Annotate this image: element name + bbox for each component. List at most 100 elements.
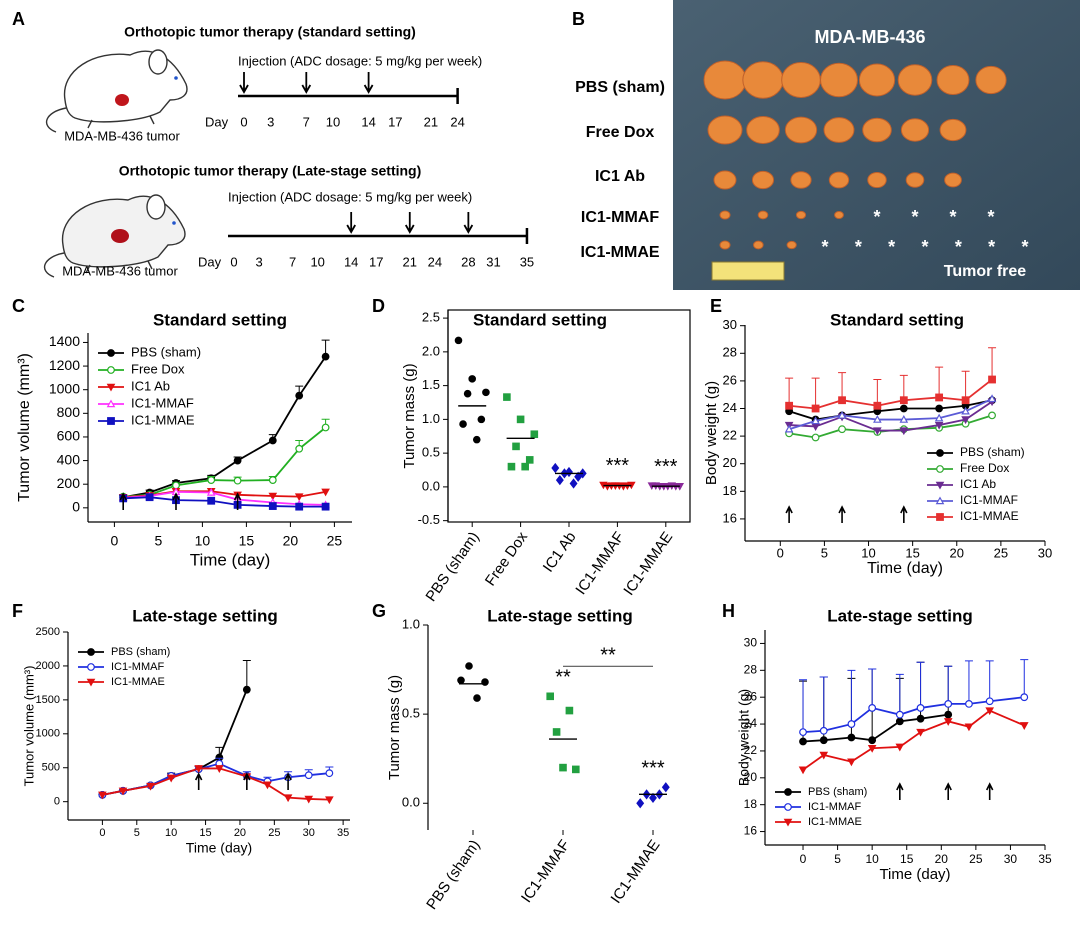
y-tick-label: 2.0 — [422, 343, 440, 358]
injection-arrow — [239, 72, 249, 94]
legend-label: IC1-MMAE — [960, 509, 1019, 523]
injection-note: Injection (ADC dosage: 5 mg/kg per week) — [228, 189, 472, 204]
y-axis-label: Tumor mass (g) — [401, 363, 418, 468]
data-point — [546, 692, 555, 701]
data-point — [525, 456, 534, 464]
data-point — [899, 415, 909, 423]
x-tick-label: 25 — [969, 852, 983, 866]
legend-label: IC1-MMAE — [111, 676, 165, 688]
y-tick-label: 24 — [723, 400, 737, 415]
data-point — [214, 765, 224, 773]
x-tick-label: 0 — [800, 852, 807, 866]
data-point — [463, 389, 472, 398]
x-tick-label: 10 — [195, 533, 211, 549]
data-point — [935, 404, 944, 413]
error-bar — [935, 366, 944, 398]
injection-arrow — [944, 782, 952, 800]
data-point — [98, 791, 107, 800]
x-axis-label: Time (day) — [186, 840, 252, 856]
y-axis-label: Tumor volume (mm³) — [21, 666, 36, 787]
data-point — [325, 796, 334, 805]
panel-label: D — [372, 296, 385, 316]
data-point — [811, 423, 820, 431]
timeline-tick-label: 0 — [240, 114, 247, 129]
tumor — [757, 210, 769, 220]
data-point — [166, 774, 176, 783]
series-line — [102, 767, 330, 801]
data-point — [321, 488, 330, 497]
y-tick-label: 1200 — [49, 357, 80, 373]
series-line — [123, 490, 326, 506]
legend-label: PBS (sham) — [960, 445, 1025, 459]
legend-label: IC1-MMAE — [808, 816, 862, 828]
data-point — [838, 396, 846, 405]
y-tick-label: 500 — [42, 762, 60, 774]
significance: ** — [555, 667, 571, 689]
y-axis-label: Tumor volume (mm³) — [16, 353, 33, 502]
x-tick-label: 0 — [777, 545, 784, 560]
panel-label: C — [12, 296, 25, 316]
error-bar — [799, 679, 808, 733]
error-bar — [961, 370, 970, 401]
y-tick-label: 1.0 — [422, 411, 440, 426]
data-point — [482, 388, 490, 397]
timeline-tick-label: 17 — [388, 114, 402, 129]
legend-label: Free Dox — [131, 361, 185, 376]
legend-marker — [106, 399, 116, 408]
tumor — [707, 115, 743, 145]
y-tick-label: 800 — [57, 404, 81, 420]
injection-arrow — [363, 72, 374, 94]
data-point — [847, 720, 856, 728]
timeline-tick-label: 7 — [303, 114, 310, 129]
tumor — [944, 172, 962, 188]
tumor — [753, 240, 764, 250]
legend-marker — [784, 803, 792, 811]
data-point — [873, 427, 882, 436]
tumor — [975, 65, 1007, 95]
series-line — [788, 399, 993, 421]
data-point — [551, 462, 560, 474]
chart-title: Late-stage setting — [487, 606, 632, 625]
y-tick-label: 18 — [744, 797, 758, 811]
data-point — [465, 662, 473, 670]
x-tick-label: 15 — [905, 545, 919, 560]
injection-note: Injection (ADC dosage: 5 mg/kg per week) — [238, 53, 482, 68]
row-label: IC1 Ab — [595, 168, 645, 185]
chart-title: Standard setting — [473, 310, 607, 329]
injection-arrow — [301, 72, 312, 94]
x-tick-label: 25 — [268, 827, 280, 839]
data-point — [569, 478, 578, 489]
tumor — [828, 171, 850, 189]
tumor — [781, 62, 821, 98]
data-point — [304, 771, 313, 780]
x-tick-label: 25 — [994, 545, 1008, 560]
injection-arrow — [900, 505, 908, 523]
tumor — [858, 63, 896, 97]
x-tick-label: 20 — [234, 827, 246, 839]
data-point — [916, 704, 925, 712]
injection-arrow — [404, 212, 415, 234]
data-point — [916, 728, 925, 737]
tumor — [939, 118, 967, 142]
data-point — [516, 415, 525, 424]
data-point — [867, 745, 877, 753]
x-tick-label: Free Dox — [482, 528, 532, 589]
data-point — [798, 766, 808, 775]
x-tick-label: 25 — [327, 533, 343, 549]
x-tick-label: 15 — [199, 827, 211, 839]
data-point — [934, 413, 944, 422]
tumor-free-mark: * — [855, 237, 862, 257]
chart-title: Standard setting — [153, 310, 287, 329]
y-tick-label: 20 — [723, 455, 737, 470]
tumor-free-label: Tumor free — [944, 263, 1026, 280]
significance: *** — [654, 456, 678, 478]
injection-arrow — [838, 505, 846, 523]
mouse-standard — [45, 49, 188, 133]
x-tick-label: PBS (sham) — [423, 837, 483, 913]
data-point — [304, 795, 314, 804]
data-point — [873, 415, 882, 423]
timeline-title: Orthotopic tumor therapy (standard setti… — [124, 24, 416, 40]
data-point — [799, 737, 807, 746]
legend-label: PBS (sham) — [131, 344, 201, 359]
data-point — [649, 792, 657, 804]
